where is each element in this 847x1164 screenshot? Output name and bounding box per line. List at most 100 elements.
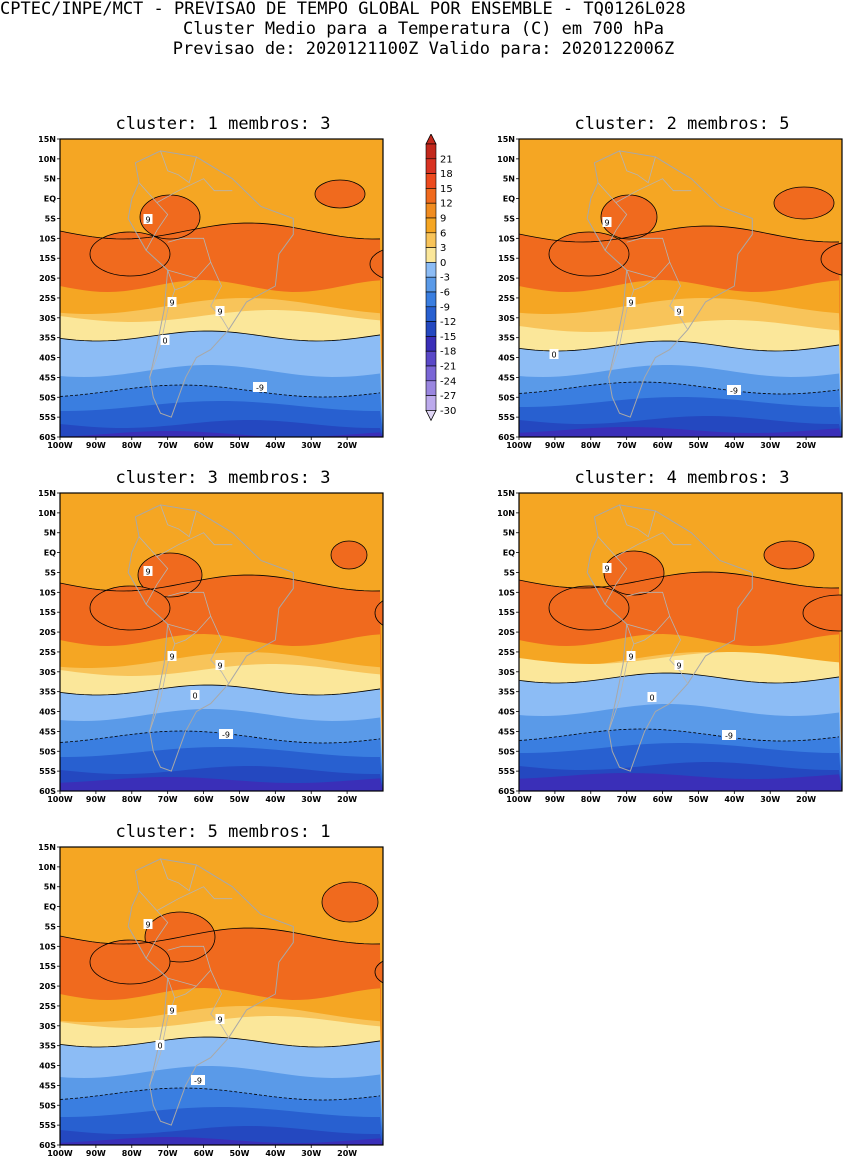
colorbar-swatch <box>425 217 437 234</box>
lat-tick-label: 25S <box>498 648 515 657</box>
header-line-1: CPTEC/INPE/MCT - PREVISAO DE TEMPO GLOBA… <box>0 0 686 19</box>
contour-label: 9 <box>626 297 636 308</box>
lat-tick-label: 5N <box>503 175 515 184</box>
country-border <box>167 591 212 633</box>
lon-tick-label: 50W <box>229 441 249 450</box>
lat-tick-label: 5N <box>44 883 56 892</box>
lat-tick-label: 40S <box>39 708 56 717</box>
lon-tick-label: 70W <box>617 795 637 804</box>
lat-tick-label: 15S <box>39 608 56 617</box>
panel-title-1: cluster: 1 membros: 3 <box>115 114 331 134</box>
warm-region <box>369 249 383 279</box>
country-border <box>167 623 197 645</box>
temperature-field <box>60 493 383 791</box>
header-line-2: Cluster Medio para a Temperatura (C) em … <box>182 19 665 39</box>
colorbar-label: -9 <box>440 302 450 313</box>
lon-tick-label: 90W <box>86 795 106 804</box>
lat-tick-label: 25S <box>39 294 56 303</box>
colorbar-label: -6 <box>440 288 450 299</box>
lat-tick-label: 40S <box>39 354 56 363</box>
colorbar-label: -30 <box>440 406 456 417</box>
lon-tick-label: 60W <box>194 1149 214 1158</box>
lon-tick-label: 80W <box>122 795 142 804</box>
lat-tick-label: 15S <box>39 254 56 263</box>
temperature-field <box>519 139 842 437</box>
lon-tick-label: 80W <box>122 1149 142 1158</box>
lon-tick-label: 20W <box>337 441 357 450</box>
lat-tick-label: 15S <box>498 608 515 617</box>
svg-text:-9: -9 <box>256 384 264 393</box>
svg-text:9: 9 <box>604 219 609 228</box>
svg-text:9: 9 <box>217 662 222 671</box>
svg-text:9: 9 <box>145 568 150 577</box>
warm-region <box>374 600 383 626</box>
contour-label: 0 <box>160 335 170 346</box>
country-border <box>615 532 692 557</box>
lat-tick-label: 10S <box>39 942 56 951</box>
lon-tick-label: 80W <box>581 795 601 804</box>
panel-title-3: cluster: 3 membros: 3 <box>115 468 331 488</box>
colorbar-label: -27 <box>440 391 456 402</box>
panel-title-2: cluster: 2 membros: 5 <box>574 114 790 134</box>
country-border <box>619 150 656 184</box>
warm-region <box>321 881 379 923</box>
country-border <box>626 623 656 645</box>
lon-tick-label: 30W <box>301 1149 321 1158</box>
lat-tick-label: 55S <box>39 413 56 422</box>
lat-tick-label: 10N <box>38 509 56 518</box>
lon-tick-label: 40W <box>265 441 285 450</box>
contour-label: 9 <box>143 214 153 225</box>
svg-text:-9: -9 <box>222 731 230 740</box>
lat-tick-label: 20S <box>39 274 56 283</box>
contour-label: 9 <box>143 566 153 577</box>
colorbar-swatch <box>425 336 437 352</box>
map-panel-5: 9 9 9 0 -9 15N 10N 5N EQ 5S 10S 15S 20S 25S 30S 35S 40S 4… <box>38 844 384 1158</box>
country-border <box>156 178 233 203</box>
coastline <box>127 150 294 418</box>
colorbar-top-arrow <box>425 134 437 145</box>
lat-tick-label: 15S <box>39 962 56 971</box>
warm-region <box>314 179 366 209</box>
svg-text:9: 9 <box>217 1016 222 1025</box>
colorbar-bottom-arrow <box>425 409 437 422</box>
country-border <box>167 945 212 987</box>
lon-tick-label: 70W <box>158 795 178 804</box>
warm-region <box>137 552 203 598</box>
warm-region <box>773 186 835 220</box>
country-border <box>626 269 656 291</box>
contour-label: 9 <box>602 563 612 574</box>
lat-tick-label: 25S <box>498 294 515 303</box>
lat-tick-label: 45S <box>39 373 56 382</box>
colorbar-swatch <box>425 202 437 219</box>
lat-tick-label: 15N <box>497 136 515 144</box>
colorbar-label: 9 <box>440 214 446 225</box>
lat-tick-label: 30S <box>39 314 56 323</box>
colorbar-swatch <box>425 188 437 204</box>
lon-tick-label: 60W <box>194 795 214 804</box>
contour-label: -9 <box>191 1075 205 1086</box>
colorbar-swatch <box>425 306 437 322</box>
lat-tick-label: 10N <box>497 155 515 164</box>
country-border <box>210 262 230 330</box>
lon-tick-label: 90W <box>545 795 565 804</box>
country-border <box>160 858 197 892</box>
contour-label: -9 <box>722 730 736 741</box>
lat-tick-label: 55S <box>39 1121 56 1130</box>
country-border <box>156 886 233 911</box>
warm-region <box>330 540 368 570</box>
lon-tick-label: 40W <box>724 441 744 450</box>
warm-region <box>820 242 842 276</box>
lon-tick-label: 60W <box>653 795 673 804</box>
lat-tick-label: EQ <box>44 549 56 558</box>
colorbar-swatch <box>425 291 437 308</box>
lon-tick-label: 50W <box>229 1149 249 1158</box>
lat-tick-label: 15N <box>38 844 56 852</box>
warm-region <box>802 594 842 632</box>
svg-text:9: 9 <box>169 653 174 662</box>
contour-label: 9 <box>602 217 612 228</box>
warm-region <box>763 540 815 570</box>
lon-tick-label: 30W <box>301 441 321 450</box>
colorbar-swatch <box>425 232 437 248</box>
lat-tick-label: EQ <box>503 549 515 558</box>
lat-tick-label: 55S <box>498 767 515 776</box>
